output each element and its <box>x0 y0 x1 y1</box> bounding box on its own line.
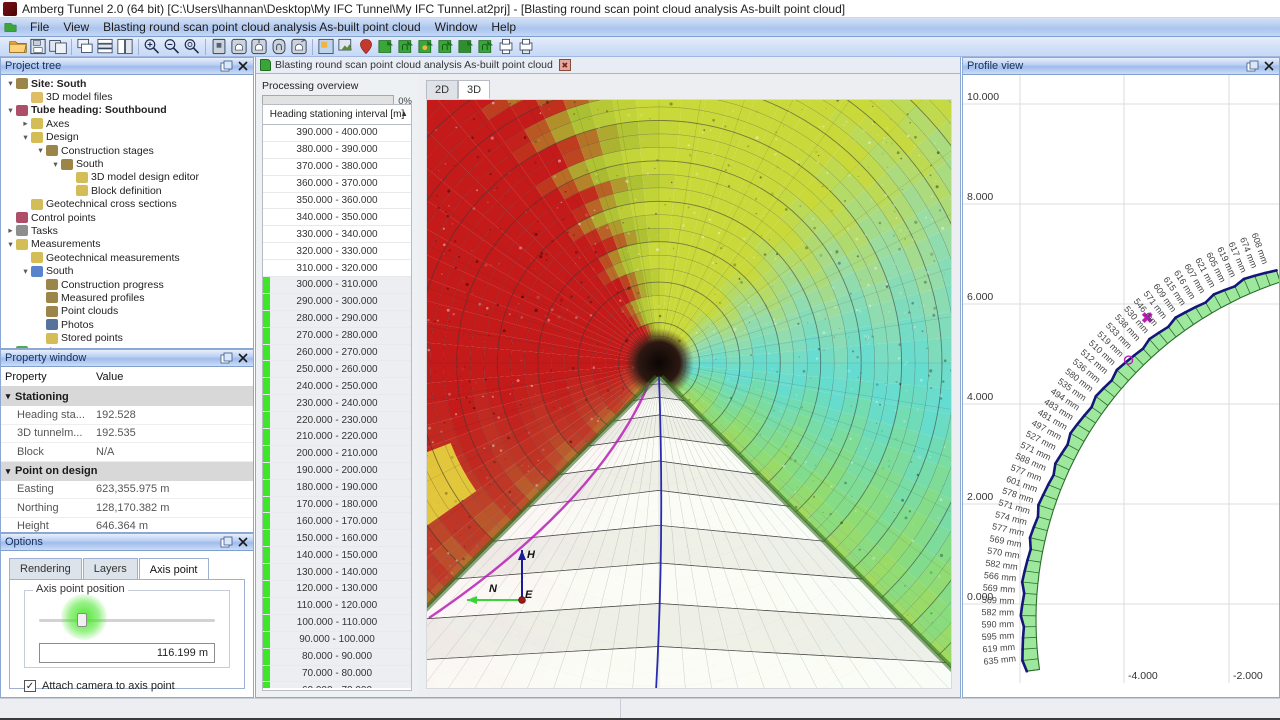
svg-text:569 mm: 569 mm <box>982 595 1015 606</box>
svg-text:590 mm: 590 mm <box>981 619 1014 630</box>
svg-text:566 mm: 566 mm <box>983 570 1016 583</box>
svg-text:10.000: 10.000 <box>967 91 999 103</box>
svg-text:2.000: 2.000 <box>967 491 993 503</box>
svg-text:4.000: 4.000 <box>967 391 993 403</box>
svg-text:E: E <box>525 589 533 601</box>
svg-text:595 mm: 595 mm <box>982 630 1015 642</box>
svg-text:6.000: 6.000 <box>967 291 993 303</box>
svg-text:8.000: 8.000 <box>967 191 993 203</box>
svg-text:619 mm: 619 mm <box>982 642 1015 655</box>
svg-text:-4.000: -4.000 <box>1128 670 1158 682</box>
svg-text:635 mm: 635 mm <box>983 653 1016 667</box>
svg-text:582 mm: 582 mm <box>981 607 1014 617</box>
svg-text:N: N <box>489 583 498 595</box>
svg-text:H: H <box>527 549 536 561</box>
svg-text:-2.000: -2.000 <box>1233 670 1263 682</box>
